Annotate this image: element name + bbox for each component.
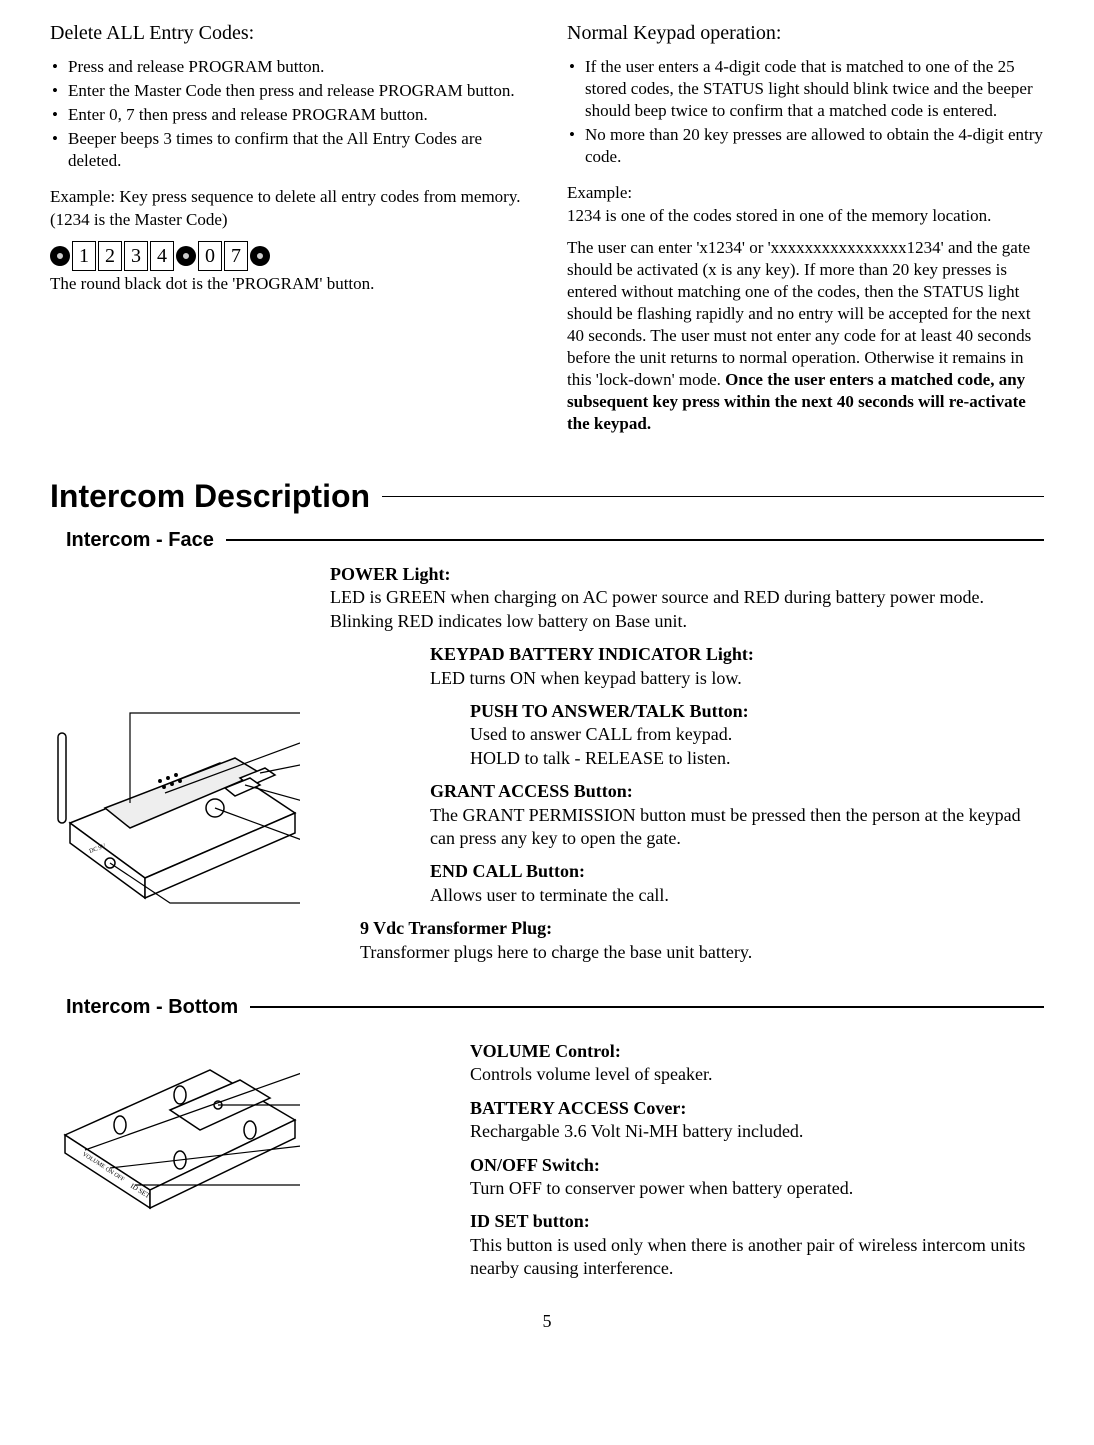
heading-rule [226, 539, 1044, 541]
onoff-switch-title: ON/OFF Switch: [470, 1155, 600, 1175]
normal-keypad-list: If the user enters a 4-digit code that i… [567, 56, 1044, 168]
battery-cover-body: Rechargable 3.6 Volt Ni-MH battery inclu… [470, 1121, 803, 1141]
list-item: Enter the Master Code then press and rel… [50, 80, 527, 102]
transformer-plug-title: 9 Vdc Transformer Plug: [360, 918, 552, 938]
program-button-icon [250, 246, 270, 266]
lockdown-text: The user can enter 'x1234' or 'xxxxxxxxx… [567, 238, 1031, 390]
program-button-icon [50, 246, 70, 266]
list-item: Press and release PROGRAM button. [50, 56, 527, 78]
key-sequence: 1 2 3 4 0 7 [50, 241, 527, 271]
program-button-icon [176, 246, 196, 266]
idset-button-title: ID SET button: [470, 1211, 590, 1231]
example-label: Example: [567, 182, 1044, 204]
example-line: 1234 is one of the codes stored in one o… [567, 205, 1044, 227]
key-box: 3 [124, 241, 148, 271]
list-item: Beeper beeps 3 times to confirm that the… [50, 128, 527, 172]
intercom-description-heading: Intercom Description [50, 476, 370, 518]
delete-codes-heading: Delete ALL Entry Codes: [50, 20, 527, 46]
end-call-body: Allows user to terminate the call. [430, 885, 669, 905]
key-box: 1 [72, 241, 96, 271]
power-light-body: LED is GREEN when charging on AC power s… [330, 587, 984, 630]
delete-codes-example-intro: Example: Key press sequence to delete al… [50, 186, 527, 230]
idset-button-body: This button is used only when there is a… [470, 1235, 1025, 1278]
intercom-face-heading: Intercom - Face [66, 527, 214, 553]
grant-access-title: GRANT ACCESS Button: [430, 781, 633, 801]
keypad-battery-title: KEYPAD BATTERY INDICATOR Light: [430, 644, 754, 664]
key-box: 7 [224, 241, 248, 271]
list-item: If the user enters a 4-digit code that i… [567, 56, 1044, 122]
onoff-switch-body: Turn OFF to conserver power when battery… [470, 1178, 853, 1198]
heading-rule [382, 496, 1044, 498]
heading-rule [250, 1006, 1044, 1008]
normal-keypad-heading: Normal Keypad operation: [567, 20, 1044, 46]
lockdown-paragraph: The user can enter 'x1234' or 'xxxxxxxxx… [567, 237, 1044, 436]
battery-cover-title: BATTERY ACCESS Cover: [470, 1098, 686, 1118]
push-to-talk-body2: HOLD to talk - RELEASE to listen. [470, 748, 730, 768]
intercom-bottom-heading: Intercom - Bottom [66, 994, 238, 1020]
keypad-battery-body: LED turns ON when keypad battery is low. [430, 668, 742, 688]
push-to-talk-title: PUSH TO ANSWER/TALK Button: [470, 701, 749, 721]
intercom-face-diagram: DC 9V [50, 643, 300, 919]
volume-control-title: VOLUME Control: [470, 1041, 621, 1061]
end-call-title: END CALL Button: [430, 861, 585, 881]
power-light-title: POWER Light: [330, 564, 451, 584]
list-item: Enter 0, 7 then press and release PROGRA… [50, 104, 527, 126]
volume-control-body: Controls volume level of speaker. [470, 1064, 712, 1084]
transformer-plug-body: Transformer plugs here to charge the bas… [360, 942, 752, 962]
program-button-note: The round black dot is the 'PROGRAM' but… [50, 273, 527, 295]
intercom-bottom-diagram: VOLUME ON OFF ID SET [50, 1040, 300, 1226]
page-number: 5 [50, 1310, 1044, 1333]
key-box: 4 [150, 241, 174, 271]
grant-access-body: The GRANT PERMISSION button must be pres… [430, 805, 1021, 848]
key-box: 0 [198, 241, 222, 271]
list-item: No more than 20 key presses are allowed … [567, 124, 1044, 168]
key-box: 2 [98, 241, 122, 271]
delete-codes-list: Press and release PROGRAM button. Enter … [50, 56, 527, 172]
push-to-talk-body: Used to answer CALL from keypad. [470, 724, 732, 744]
